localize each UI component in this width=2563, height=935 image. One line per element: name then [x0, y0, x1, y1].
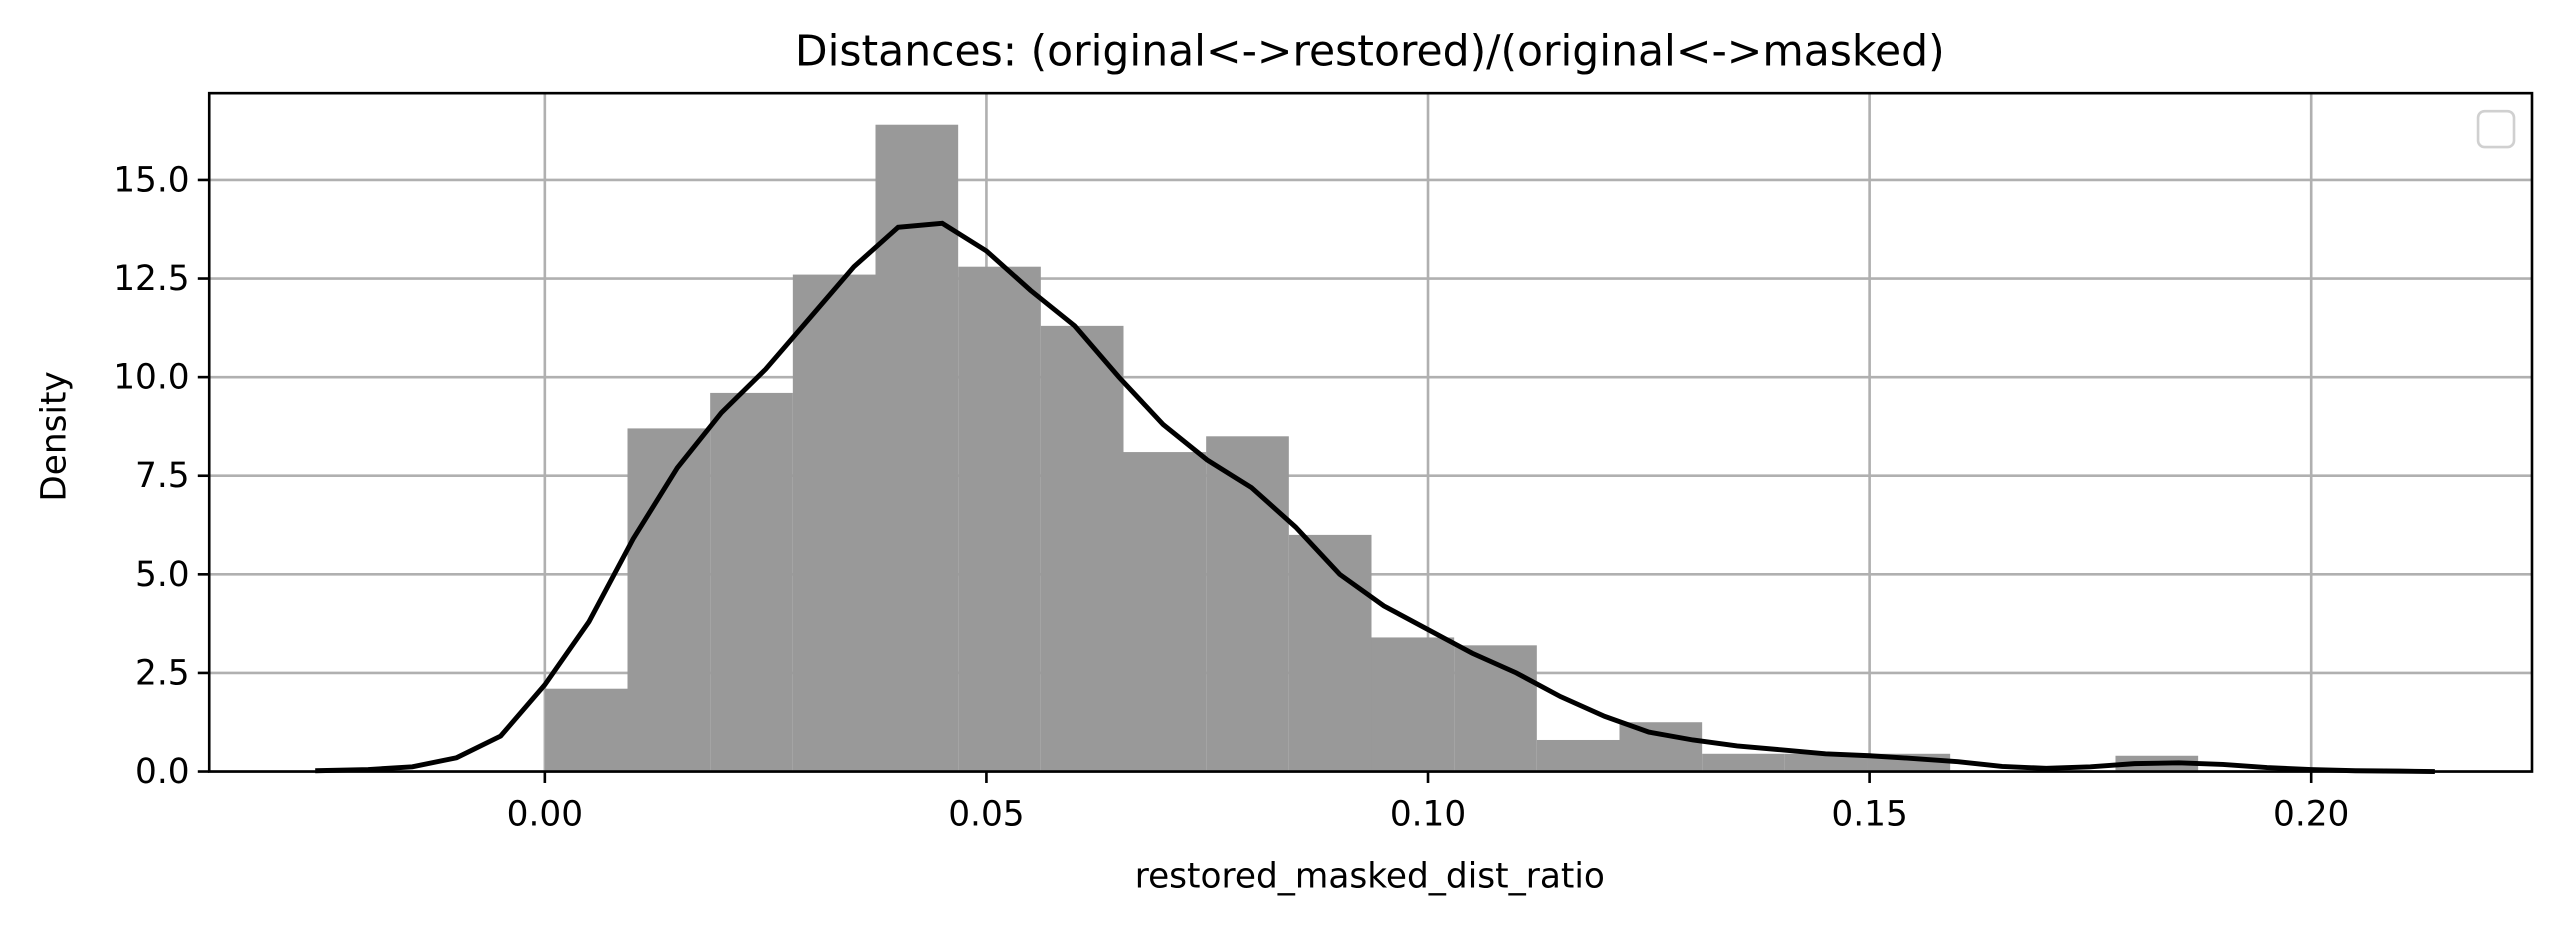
- y-tick-label: 7.5: [135, 456, 190, 496]
- x-tick-label: 0.15: [1831, 794, 1907, 834]
- histogram-bar: [1288, 534, 1372, 772]
- histogram-bar: [1784, 753, 1868, 772]
- histogram-bar: [875, 124, 959, 772]
- x-axis-ticks: 0.00 0.05 0.10 0.15 0.20: [507, 771, 2349, 834]
- histogram-bar: [1206, 436, 1289, 772]
- x-tick-label: 0.00: [507, 794, 583, 834]
- histogram-bar: [958, 266, 1041, 772]
- x-tick-label: 0.05: [948, 794, 1024, 834]
- histogram-bar: [792, 274, 876, 772]
- x-tick-label: 0.10: [1390, 794, 1466, 834]
- y-tick-label: 12.5: [113, 259, 189, 299]
- histogram-bar: [1454, 645, 1537, 772]
- histogram-bar: [1619, 722, 1703, 772]
- x-axis-label: restored_masked_dist_ratio: [1135, 857, 1605, 897]
- chart-title: Distances: (original<->restored)/(origin…: [795, 27, 1945, 76]
- histogram-bars: [544, 124, 2199, 772]
- histogram-bar: [1123, 452, 1207, 772]
- kde-curve: [315, 220, 2435, 774]
- y-tick-label: 5.0: [135, 555, 190, 595]
- y-tick-label: 15.0: [113, 160, 189, 200]
- histogram-bar: [1702, 753, 1785, 772]
- histogram-bar: [544, 688, 628, 772]
- plot-frame: [207, 91, 2534, 773]
- x-tick-label: 0.20: [2273, 794, 2349, 834]
- y-tick-label: 0.0: [135, 752, 190, 792]
- legend-box: [2476, 109, 2516, 149]
- y-tick-label: 2.5: [135, 653, 190, 693]
- y-axis-label: Density: [34, 371, 74, 501]
- y-axis-ticks: 0.0 2.5 5.0 7.5 10.0 12.5 15.0: [113, 160, 210, 792]
- histogram-bar: [710, 392, 793, 772]
- histogram-bar: [1371, 637, 1455, 772]
- histogram-bar: [1536, 739, 1620, 772]
- y-tick-label: 10.0: [113, 358, 189, 398]
- histogram-bar: [1040, 325, 1124, 772]
